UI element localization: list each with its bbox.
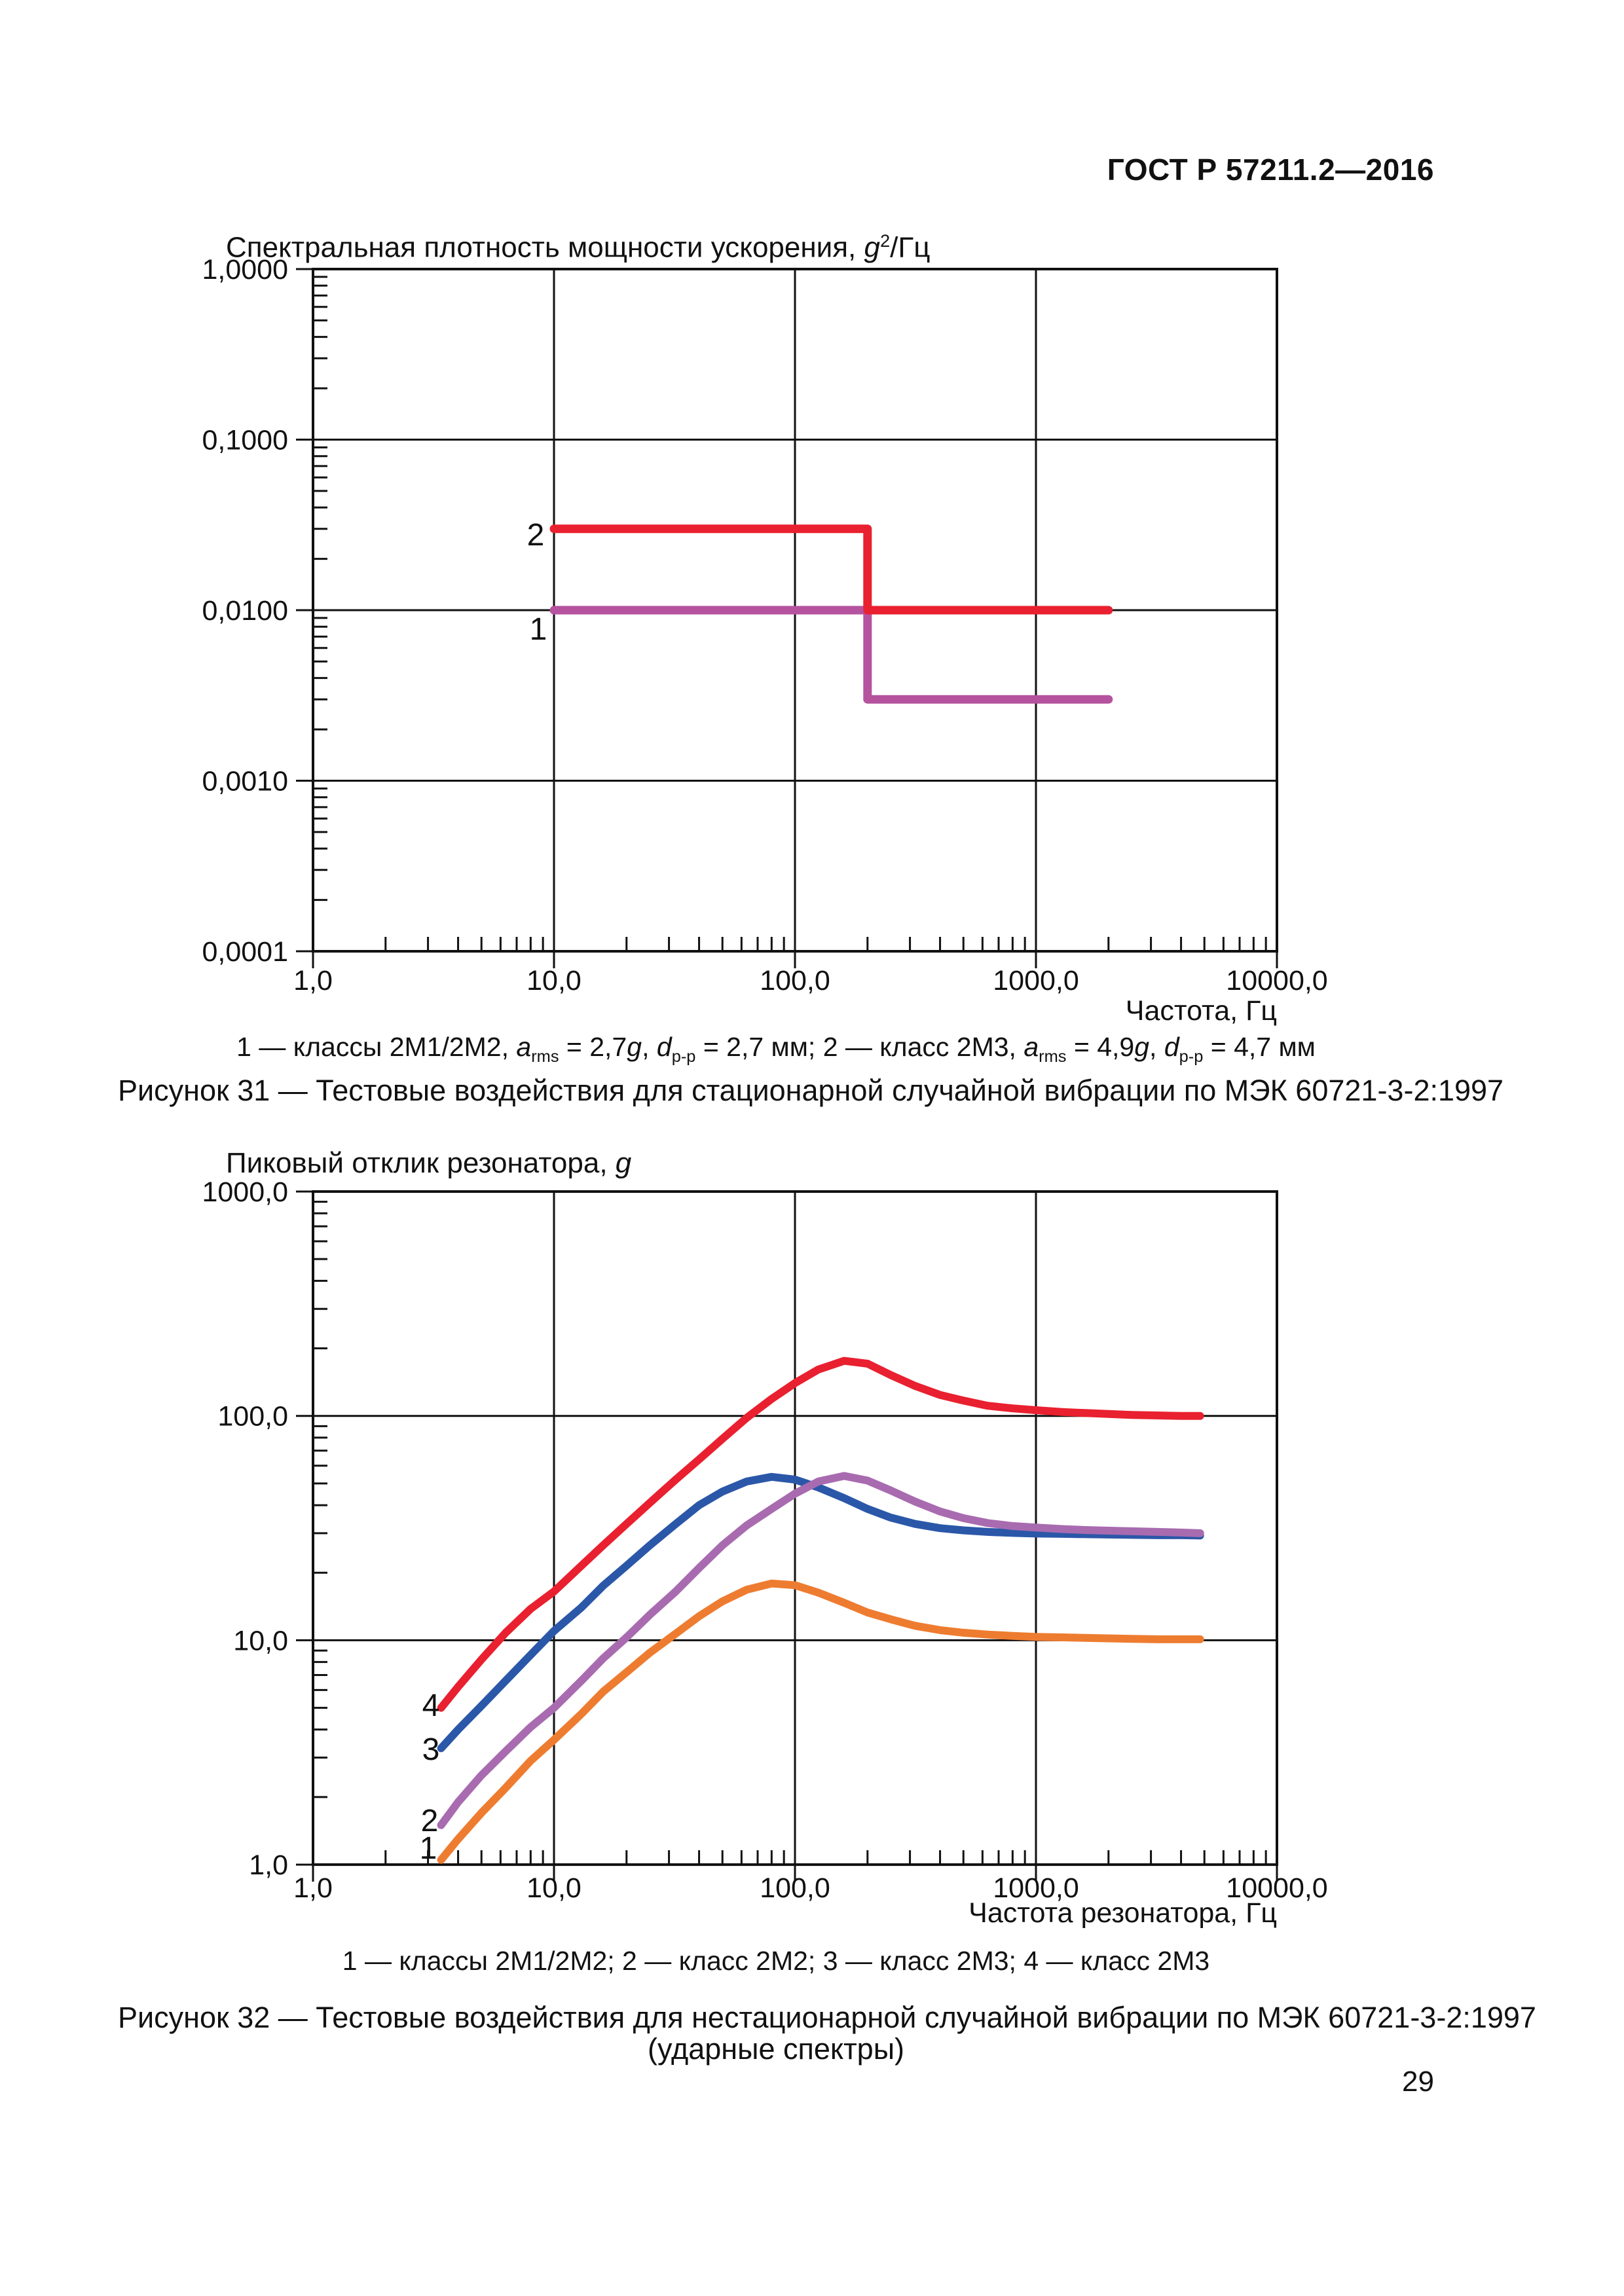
- y-tick-label: 0,0001: [202, 936, 288, 968]
- chart2-ticks: [296, 1190, 1278, 1882]
- x-tick-label: 1000,0: [993, 1872, 1079, 1904]
- chart1-curve-2: [549, 524, 1113, 615]
- x-tick-label: 10000,0: [1226, 1872, 1327, 1904]
- chart2-curve-4: [437, 1357, 1204, 1712]
- y-tick-label: 0,0010: [202, 766, 288, 797]
- chart1-border: [312, 268, 1278, 953]
- chart2-series: [437, 1357, 1204, 1864]
- document-header: ГОСТ Р 57211.2—2016: [1107, 153, 1434, 187]
- curve-number-label: 3: [422, 1732, 440, 1767]
- chart1-labels: 1,0 10,0 100,0 1000,0 10000,0 1,0000 0,1000 0,0…: [202, 254, 1327, 1027]
- x-tick-label: 1,0: [293, 965, 333, 996]
- figure32-caption-line2: (ударные спектры): [647, 2032, 905, 2066]
- x-axis-label: Частота, Гц: [1126, 995, 1277, 1027]
- chart1-title: Спектральная плотность мощности ускорени…: [226, 230, 931, 264]
- curve-number-label: 2: [527, 518, 545, 553]
- chart1-ticks: [296, 268, 1278, 968]
- y-tick-label: 100,0: [217, 1401, 288, 1432]
- curve-number-label: 1: [530, 612, 547, 647]
- chart2-title: Пиковый отклик резонатора, g: [226, 1147, 632, 1179]
- chart2-border: [312, 1190, 1278, 1867]
- y-tick-label: 1000,0: [202, 1176, 288, 1208]
- chart1-series: [549, 524, 1113, 704]
- x-tick-label: 100,0: [760, 1872, 830, 1904]
- figure31-legend: 1 — классы 2М1/2М2, arms = 2,7g, dp-p = …: [236, 1032, 1316, 1066]
- chart2-curve-3: [437, 1472, 1204, 1753]
- x-tick-label: 100,0: [760, 965, 830, 996]
- curve-number-label: 2: [421, 1804, 439, 1838]
- y-tick-label: 1,0000: [202, 254, 288, 285]
- x-axis-label: Частота резонатора, Гц: [969, 1897, 1277, 1929]
- y-tick-label: 0,1000: [202, 425, 288, 456]
- chart2-labels: 1,0 10,0 100,0 1000,0 10000,0 1000,0 100,0 10,0…: [202, 1176, 1327, 1929]
- x-tick-label: 10,0: [526, 965, 581, 996]
- curve-number-label: 4: [422, 1688, 440, 1723]
- figure32-caption-line1: Рисунок 32 — Тестовые воздействия для не…: [118, 2001, 1536, 2034]
- figure32-legend: 1 — классы 2М1/2М2; 2 — класс 2М2; 3 — к…: [342, 1946, 1210, 1976]
- chart2-curve-1: [437, 1579, 1204, 1864]
- chart2: 1,0 10,0 100,0 1000,0 10000,0 1000,0 100,0 10,0…: [202, 1176, 1327, 1929]
- x-tick-label: 1,0: [293, 1872, 333, 1904]
- y-tick-label: 10,0: [233, 1625, 288, 1656]
- y-tick-label: 1,0: [249, 1850, 288, 1881]
- curve-number-label: 1: [420, 1831, 437, 1866]
- x-tick-label: 1000,0: [993, 965, 1079, 996]
- page-number: 29: [1402, 2066, 1434, 2098]
- figure31-caption: Рисунок 31 — Тестовые воздействия для ст…: [118, 1074, 1504, 1107]
- x-tick-label: 10,0: [526, 1872, 581, 1904]
- chart1: 1,0 10,0 100,0 1000,0 10000,0 1,0000 0,1000 0,0…: [202, 254, 1327, 1027]
- chart1-curve-1: [549, 606, 1113, 704]
- chart2-curve-2: [437, 1472, 1204, 1829]
- x-tick-label: 10000,0: [1226, 965, 1327, 996]
- y-tick-label: 0,0100: [202, 595, 288, 627]
